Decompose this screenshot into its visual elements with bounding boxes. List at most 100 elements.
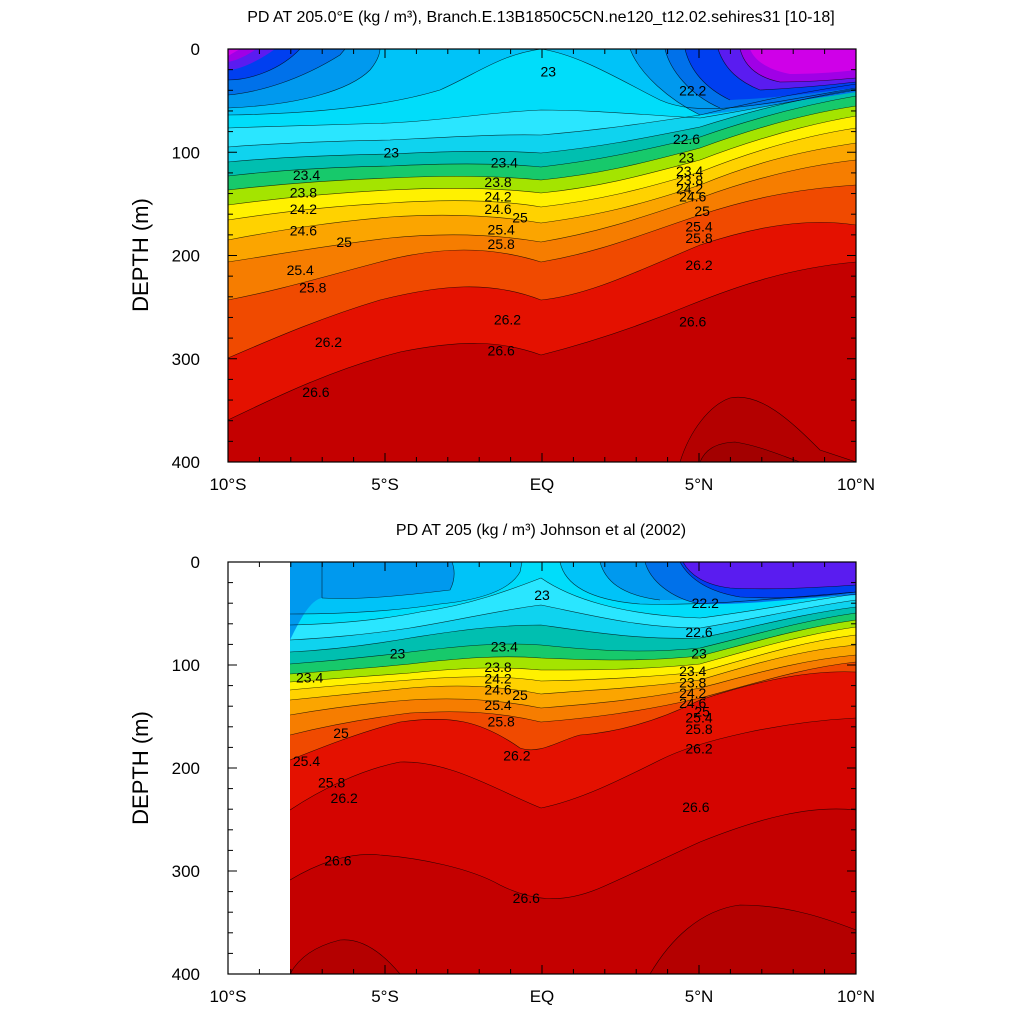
y-tick-label: 0 — [191, 553, 200, 572]
contour-label: 26.2 — [315, 334, 342, 350]
y-tick-label: 300 — [172, 350, 200, 369]
fill-19 — [228, 49, 240, 56]
contour-label: 25 — [512, 209, 528, 225]
contour-label: 24.2 — [290, 201, 317, 217]
contour-label: 24.2 — [679, 685, 706, 701]
panel-obs-ylabel: DEPTH (m) — [128, 711, 153, 825]
panel-obs-axes: 10°S 5°S EQ 5°N 10°N 0 100 200 300 400 — [172, 553, 875, 1006]
contour-label: 25 — [694, 703, 710, 719]
contour-label: 26.6 — [679, 314, 706, 330]
x-tick-label: EQ — [530, 475, 555, 494]
contour-label: 25.4 — [293, 753, 320, 769]
contour-label: 24.6 — [484, 682, 511, 698]
contour-label: 25.4 — [488, 222, 515, 238]
panel-obs-title: PD AT 205 (kg / m³) Johnson et al (2002) — [396, 522, 686, 539]
y-tick-label: 200 — [172, 759, 200, 778]
contour-label: 23.4 — [676, 163, 703, 179]
contour-label: 24.2 — [676, 180, 703, 196]
panel-model-axes: 10°S 5°S EQ 5°N 10°N 0 100 200 300 400 — [172, 40, 875, 494]
contour-label: 22.2 — [692, 595, 719, 611]
contour-label: 26.2 — [685, 740, 712, 756]
x-tick-label: 10°N — [837, 987, 875, 1006]
x-tick-label: 10°N — [837, 475, 875, 494]
x-tick-label: 10°S — [209, 987, 246, 1006]
contour-label: 25.8 — [488, 236, 515, 252]
contour-label: 23.4 — [679, 663, 706, 679]
contour-label: 25 — [336, 234, 352, 250]
y-tick-label: 0 — [191, 40, 200, 59]
contour-label: 25.8 — [488, 714, 515, 730]
contour-label: 25.4 — [484, 697, 511, 713]
contour-label: 22.2 — [679, 82, 706, 98]
fill-deeper — [700, 442, 800, 462]
fill-21 — [290, 562, 322, 640]
fill-21b — [322, 562, 455, 599]
panel-model-contour-lines — [228, 49, 856, 462]
contour-label: 25.8 — [318, 774, 345, 790]
panel-model-contours: 2322.222.62323.423.824.224.62525.425.826… — [228, 49, 856, 462]
y-tick-label: 100 — [172, 143, 200, 162]
contour-label: 26.6 — [324, 853, 351, 869]
contour-label: 26.6 — [682, 799, 709, 815]
contour-label: 22.6 — [685, 624, 712, 640]
fill-19b — [750, 49, 856, 74]
x-tick-label: EQ — [530, 987, 555, 1006]
y-tick-label: 300 — [172, 862, 200, 881]
contour-label: 26.6 — [488, 342, 515, 358]
contour-label: 23.8 — [484, 174, 511, 190]
contour-label: 25.4 — [685, 219, 712, 235]
contour-label: 25.8 — [685, 721, 712, 737]
contour-label: 23.4 — [491, 155, 518, 171]
contour-label: 23 — [390, 646, 406, 662]
contour-label: 23 — [540, 64, 556, 80]
contour-label: 26.2 — [685, 257, 712, 273]
contour-label: 26.2 — [494, 312, 521, 328]
contour-label: 25.4 — [287, 262, 314, 278]
panel-obs-contour-lines — [290, 562, 856, 974]
contour-label: 23.4 — [491, 638, 518, 654]
x-tick-label: 5°S — [371, 987, 399, 1006]
panel-model-title: PD AT 205.0°E (kg / m³), Branch.E.13B185… — [247, 9, 834, 26]
panel-model-contour-labels: 2322.222.62323.423.824.224.62525.425.826… — [287, 64, 713, 400]
contour-label: 23.8 — [679, 675, 706, 691]
contour-label: 23 — [383, 144, 399, 160]
contour-label: 25 — [694, 203, 710, 219]
y-tick-label: 200 — [172, 247, 200, 266]
contour-label: 23.8 — [484, 659, 511, 675]
contour-label: 26.6 — [302, 384, 329, 400]
contour-label: 24.6 — [484, 201, 511, 217]
contour-label: 23.4 — [293, 167, 320, 183]
contour-label: 23.8 — [676, 172, 703, 188]
x-tick-label: 10°S — [209, 475, 246, 494]
contour-label: 23 — [691, 646, 707, 662]
contour-label: 22.6 — [673, 131, 700, 147]
contour-label: 25 — [333, 725, 349, 741]
contour-label: 25.8 — [299, 280, 326, 296]
panel-obs: PD AT 205 (kg / m³) Johnson et al (2002) — [128, 522, 875, 1006]
y-tick-label: 400 — [172, 965, 200, 984]
contour-label: 23.4 — [296, 669, 323, 685]
contour-label: 26.2 — [331, 790, 358, 806]
fill-deep2 — [650, 905, 856, 974]
contour-label: 24.2 — [484, 670, 511, 686]
panel-model: PD AT 205.0°E (kg / m³), Branch.E.13B185… — [128, 9, 875, 494]
contour-label: 23 — [534, 587, 550, 603]
contour-label: 25.8 — [685, 230, 712, 246]
contour-label: 25.4 — [685, 710, 712, 726]
fill-19-4 — [228, 49, 256, 62]
contour-label: 25 — [512, 687, 528, 703]
panel-model-ylabel: DEPTH (m) — [128, 198, 153, 312]
contour-label: 26.2 — [503, 748, 530, 764]
contour-label: 23 — [679, 149, 695, 165]
y-tick-label: 400 — [172, 453, 200, 472]
contour-label: 24.6 — [679, 189, 706, 205]
fill-19-8 — [683, 562, 856, 589]
x-tick-label: 5°N — [685, 987, 714, 1006]
x-tick-label: 5°S — [371, 475, 399, 494]
x-tick-label: 5°N — [685, 475, 714, 494]
contour-label: 24.6 — [290, 223, 317, 239]
contour-label: 24.2 — [484, 189, 511, 205]
